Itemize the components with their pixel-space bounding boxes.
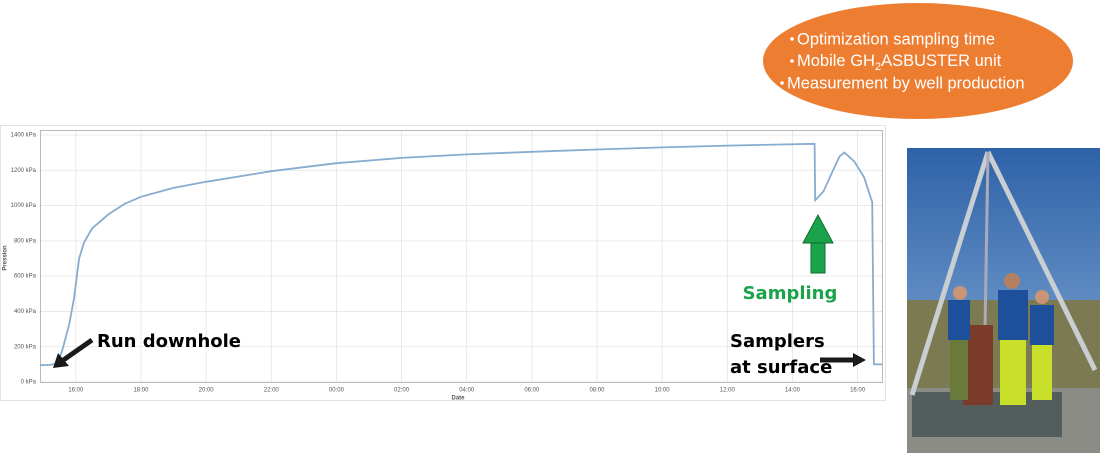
x-tick-label: 12:00 [720,388,736,394]
arrow [53,337,94,368]
chart-frame [0,125,886,401]
bullet [790,59,794,63]
grid [40,130,882,383]
bullet [790,37,794,41]
subscript: 2 [875,61,881,73]
x-tick-label: 14:00 [785,388,801,394]
x-tick-label: 04:00 [459,388,475,394]
x-tick-label: 06:00 [524,388,540,394]
y-axis-label: Pression [3,245,9,271]
annotation: Run downhole [97,331,241,352]
annotation: Sampling [743,283,838,304]
callout-bullets: Optimization sampling time Mobile GH2ASB… [780,30,1025,92]
x-tick-label: 16:00 [68,388,84,394]
bullet-text: Optimization sampling time [797,30,995,48]
bullet-text: Mobile GH2ASBUSTER unit [797,52,1002,73]
y-tick-label: 1000 kPa [11,203,37,209]
x-tick-label: 00:00 [329,388,345,394]
photo [907,148,1100,453]
arrow [802,213,834,274]
annotation: Samplers [730,331,825,352]
annotation: at surface [730,357,832,378]
x-tick-label: 10:00 [655,388,671,394]
x-tick-label: 18:00 [133,388,149,394]
y-tick-label: 200 kPa [14,344,37,350]
x-tick-label: 20:00 [199,388,215,394]
x-tick-label: 16:00 [850,388,866,394]
plot [39,142,882,367]
x-tick-label: 02:00 [394,388,410,394]
x-tick-label: 22:00 [264,388,280,394]
x-tick-label: 08:00 [589,388,605,394]
y-tick-label: 400 kPa [14,309,37,315]
plot-frame [40,130,883,383]
callout-ellipse [763,3,1073,119]
x-axis-label: Date [451,396,465,402]
y-tick-label: 600 kPa [14,274,37,280]
y-tick-label: 800 kPa [14,238,37,244]
arrow [820,353,866,367]
bullet-text: Measurement by well production [787,74,1025,92]
text: Mobile GH [797,52,875,70]
y-tick-label: 0 kPa [21,380,37,386]
text: ASBUSTER unit [881,52,1002,70]
bullet [780,81,784,85]
y-tick-label: 1200 kPa [11,168,37,174]
y-tick-label: 1400 kPa [11,133,37,139]
data-line [39,142,882,367]
